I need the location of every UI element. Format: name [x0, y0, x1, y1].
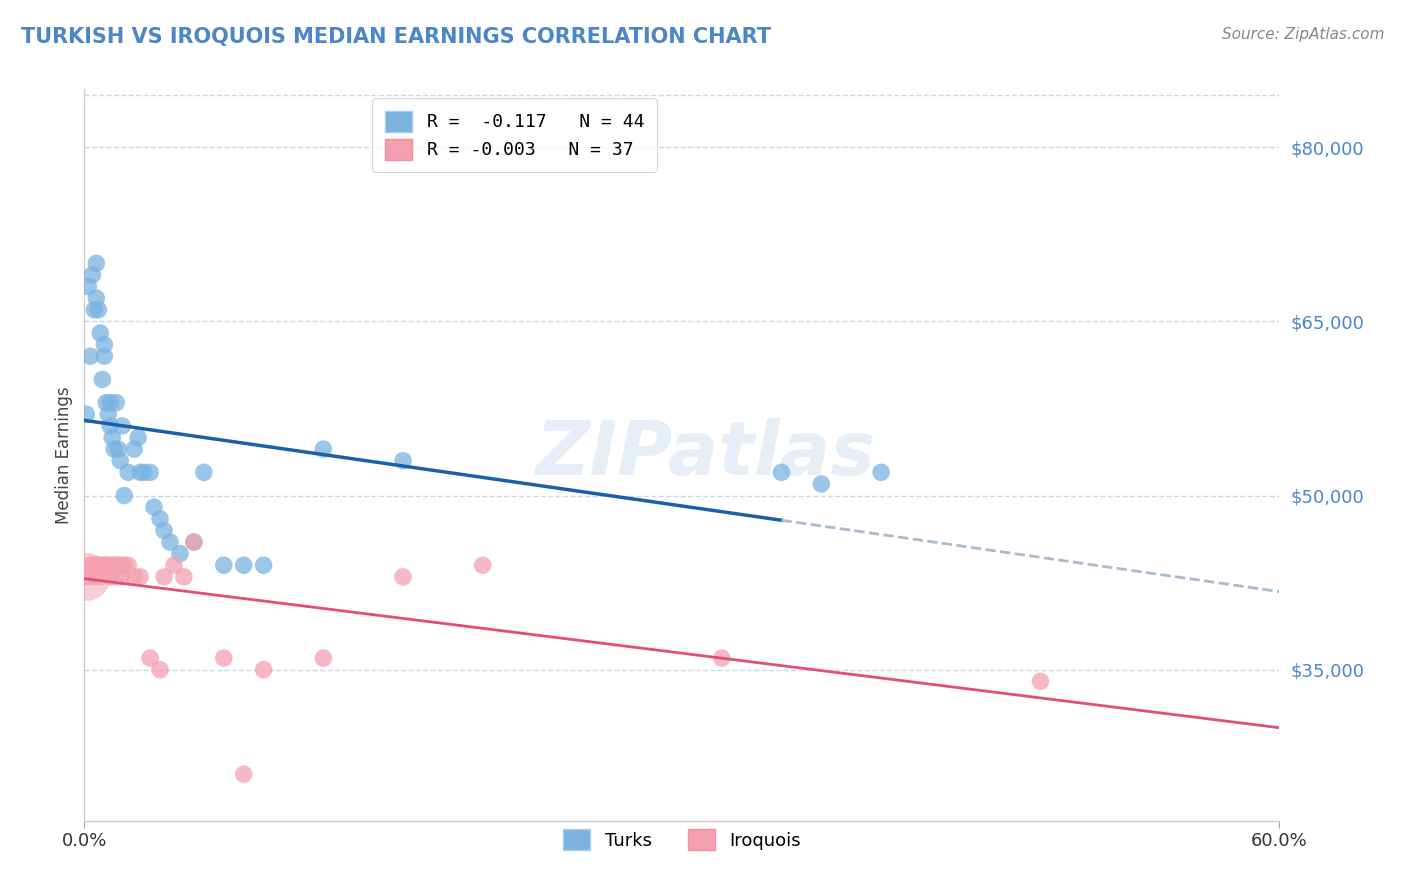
Point: [77, 279, 100, 293]
Point: [93, 558, 115, 573]
Point: [212, 651, 235, 665]
Point: [83, 570, 105, 584]
Point: [143, 500, 166, 515]
Point: [105, 395, 128, 409]
Point: [110, 558, 132, 573]
Point: [111, 570, 134, 584]
Point: [139, 651, 162, 665]
Point: [91, 558, 114, 573]
Legend: Turks, Iroquois: Turks, Iroquois: [550, 817, 814, 863]
Point: [89, 570, 111, 584]
Point: [97, 407, 120, 421]
Point: [870, 466, 893, 480]
Point: [232, 558, 254, 573]
Point: [86, 558, 108, 573]
Point: [770, 466, 793, 480]
Point: [89, 326, 111, 340]
Point: [82, 558, 104, 573]
Point: [163, 558, 186, 573]
Point: [392, 454, 415, 468]
Point: [98, 395, 121, 409]
Point: [392, 570, 415, 584]
Point: [103, 442, 125, 456]
Point: [122, 570, 145, 584]
Point: [810, 477, 832, 491]
Point: [122, 442, 145, 456]
Point: [111, 418, 134, 433]
Text: TURKISH VS IROQUOIS MEDIAN EARNINGS CORRELATION CHART: TURKISH VS IROQUOIS MEDIAN EARNINGS CORR…: [21, 27, 770, 46]
Point: [97, 558, 120, 573]
Point: [87, 558, 110, 573]
Point: [79, 349, 101, 363]
Point: [83, 302, 105, 317]
Point: [101, 558, 124, 573]
Point: [107, 558, 129, 573]
Point: [101, 430, 124, 444]
Point: [93, 337, 115, 351]
Point: [105, 570, 128, 584]
Point: [82, 268, 104, 282]
Point: [86, 256, 108, 270]
Point: [471, 558, 494, 573]
Point: [117, 558, 139, 573]
Point: [153, 570, 176, 584]
Point: [129, 466, 152, 480]
Point: [87, 302, 110, 317]
Point: [96, 395, 118, 409]
Point: [93, 349, 115, 363]
Point: [107, 442, 129, 456]
Point: [98, 570, 121, 584]
Point: [98, 418, 121, 433]
Point: [96, 558, 118, 573]
Point: [183, 535, 205, 549]
Text: Source: ZipAtlas.com: Source: ZipAtlas.com: [1222, 27, 1385, 42]
Point: [79, 558, 101, 573]
Point: [86, 291, 108, 305]
Point: [710, 651, 733, 665]
Point: [103, 558, 125, 573]
Point: [159, 535, 181, 549]
Y-axis label: Median Earnings: Median Earnings: [55, 386, 73, 524]
Point: [139, 466, 162, 480]
Point: [153, 524, 176, 538]
Point: [149, 663, 172, 677]
Point: [253, 663, 276, 677]
Point: [173, 570, 195, 584]
Point: [183, 535, 205, 549]
Point: [75, 570, 97, 584]
Text: ZIPatlas: ZIPatlas: [536, 418, 876, 491]
Point: [129, 570, 152, 584]
Point: [149, 512, 172, 526]
Point: [75, 407, 97, 421]
Point: [110, 454, 132, 468]
Point: [212, 558, 235, 573]
Point: [169, 547, 191, 561]
Point: [112, 558, 135, 573]
Point: [127, 430, 149, 444]
Point: [232, 767, 254, 781]
Point: [253, 558, 276, 573]
Point: [1029, 674, 1052, 689]
Point: [117, 466, 139, 480]
Point: [312, 442, 335, 456]
Point: [91, 372, 114, 386]
Point: [77, 570, 100, 584]
Point: [112, 489, 135, 503]
Point: [132, 466, 156, 480]
Point: [312, 651, 335, 665]
Point: [193, 466, 215, 480]
